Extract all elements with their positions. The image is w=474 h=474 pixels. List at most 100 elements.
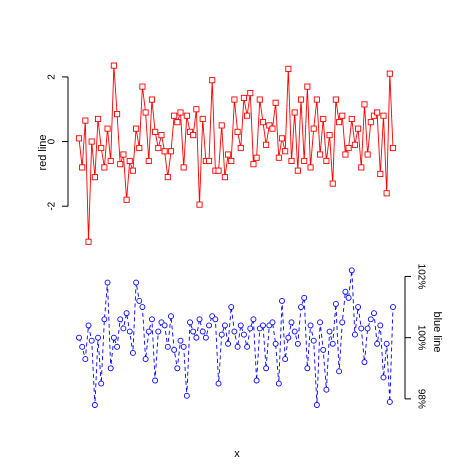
data-point <box>91 402 98 408</box>
data-point <box>215 167 222 174</box>
data-point <box>231 96 238 103</box>
x-axis-label: x <box>234 448 240 460</box>
data-point <box>329 340 336 347</box>
data-point <box>291 109 298 116</box>
data-point <box>76 334 82 341</box>
data-point <box>117 161 124 168</box>
data-point <box>269 125 276 132</box>
data-point <box>212 316 219 323</box>
data-point <box>361 359 368 366</box>
data-point <box>383 340 390 347</box>
data-point <box>155 144 162 152</box>
data-point <box>336 368 343 375</box>
data-point <box>133 279 140 286</box>
data-point <box>107 157 114 165</box>
data-point <box>190 328 197 335</box>
data-point <box>386 398 393 405</box>
data-point <box>380 374 387 381</box>
data-point <box>129 167 136 174</box>
data-point <box>326 328 333 335</box>
y-tick-label: 98% <box>415 389 426 409</box>
data-point <box>358 164 365 171</box>
data-point <box>285 334 292 341</box>
data-point <box>259 119 267 126</box>
data-point <box>310 125 317 132</box>
data-point <box>374 340 381 347</box>
data-point <box>79 343 86 350</box>
data-point <box>294 167 301 174</box>
data-point <box>148 96 155 103</box>
data-point <box>339 112 346 119</box>
data-point <box>209 77 216 84</box>
data-point <box>148 316 155 323</box>
data-point <box>104 279 111 286</box>
data-point <box>326 132 333 139</box>
data-point <box>152 128 159 135</box>
data-point <box>126 328 133 335</box>
data-point <box>361 101 368 108</box>
data-point <box>79 164 86 171</box>
data-point <box>304 365 311 372</box>
data-point <box>110 334 117 341</box>
data-point <box>221 322 228 329</box>
data-point <box>298 304 304 310</box>
data-point <box>107 365 114 372</box>
data-point <box>110 62 117 69</box>
data-point <box>275 380 282 387</box>
red-line-panel: 2 0 -2 red line <box>37 62 397 245</box>
data-point <box>228 304 235 310</box>
data-point <box>82 117 89 124</box>
y-tick-label: -2 <box>47 201 58 210</box>
data-point <box>88 138 95 145</box>
data-point <box>196 201 203 208</box>
data-point <box>186 128 194 135</box>
data-point <box>145 157 152 165</box>
data-point <box>98 144 105 152</box>
data-point <box>307 164 314 171</box>
data-point <box>367 316 374 323</box>
data-point <box>374 109 381 116</box>
data-point <box>339 319 346 326</box>
data-point <box>82 356 89 363</box>
blue-line-panel: 98% 100% 102% blue line <box>76 264 443 409</box>
data-point <box>101 164 108 171</box>
data-point <box>240 331 247 338</box>
data-point <box>266 122 273 129</box>
data-point <box>139 83 146 90</box>
data-point <box>161 148 168 155</box>
data-point <box>272 340 279 347</box>
data-point <box>313 96 320 103</box>
data-point <box>221 174 228 181</box>
data-point <box>285 65 292 72</box>
data-point <box>237 322 244 329</box>
data-point <box>123 310 130 317</box>
data-point <box>161 322 168 329</box>
data-point <box>215 380 222 387</box>
data-point <box>288 319 295 326</box>
data-point <box>297 96 305 103</box>
data-point <box>171 346 178 353</box>
y-tick-label: 102% <box>415 264 426 290</box>
data-point <box>371 310 377 317</box>
data-point <box>164 174 171 181</box>
data-point <box>332 301 339 307</box>
data-point <box>88 337 95 344</box>
data-point <box>234 128 241 135</box>
data-point <box>244 112 251 119</box>
data-point <box>317 151 324 158</box>
data-point <box>345 144 352 152</box>
data-point <box>136 144 143 152</box>
data-point <box>336 119 343 126</box>
data-point <box>139 304 146 310</box>
data-point <box>355 125 362 132</box>
data-point <box>247 325 254 332</box>
data-point <box>278 135 286 142</box>
data-point <box>390 304 396 310</box>
data-point <box>244 343 251 350</box>
data-point <box>380 112 387 119</box>
data-point <box>348 267 355 274</box>
data-point <box>358 325 365 332</box>
data-point <box>250 316 257 323</box>
data-point <box>202 334 209 341</box>
data-point <box>183 392 190 399</box>
